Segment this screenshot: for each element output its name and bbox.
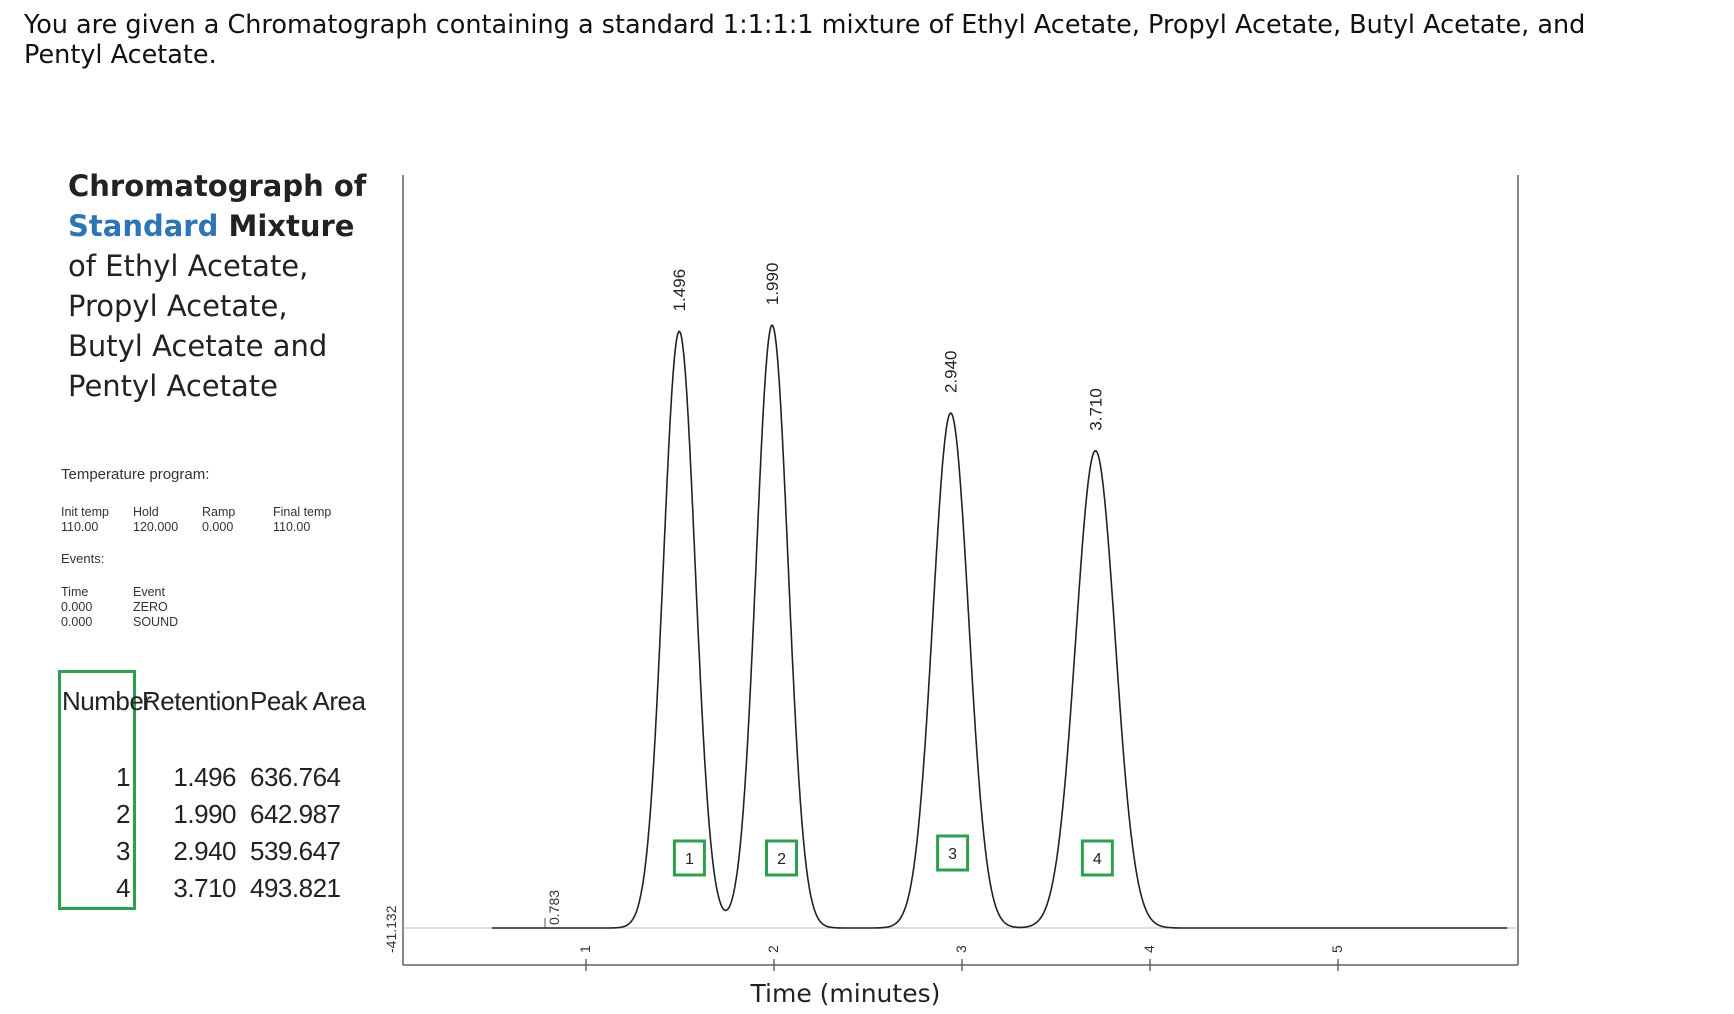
table-header-area: Peak Area — [250, 686, 366, 716]
heading-standard: Standard — [68, 209, 219, 243]
peak-label-3: 2.940 — [942, 350, 961, 393]
x-tick-label-2: 2 — [765, 945, 781, 953]
peak-box-label-2: 2 — [777, 851, 786, 868]
table-row-4-number: 4 — [116, 873, 130, 903]
x-tick-label-1: 1 — [577, 945, 593, 953]
tp-final-temp: Final temp 110.00 — [273, 505, 332, 534]
events-time-column: Time 0.000 0.000 — [61, 585, 93, 629]
peak-label-4: 3.710 — [1086, 388, 1105, 431]
peak-box-4 — [1080, 839, 1114, 877]
peak-label-2: 1.990 — [763, 263, 782, 306]
heading-line-4: Propyl Acetate, — [68, 289, 288, 323]
table-header-number: Number — [62, 686, 152, 716]
table-row-3-area: 539.647 — [250, 836, 341, 866]
temperature-program-title: Temperature program: — [61, 466, 210, 483]
table-row-3-number: 3 — [116, 836, 130, 866]
tp-hold: Hold 120.000 — [133, 505, 179, 534]
tp-init-temp: Init temp 110.00 — [61, 505, 109, 534]
table-row-1-area: 636.764 — [250, 762, 341, 792]
peak-label-1: 1.496 — [670, 269, 689, 312]
peak-box-3 — [936, 834, 970, 872]
table-row-2-retention: 1.990 — [173, 799, 236, 829]
x-tick-label-3: 3 — [953, 945, 969, 953]
table-row-1-number: 1 — [116, 762, 130, 792]
heading-mixture: Mixture — [218, 209, 355, 243]
peak-box-2 — [765, 839, 799, 877]
heading-line-5: Butyl Acetate and — [68, 329, 328, 363]
table-row-1-retention: 1.496 — [173, 762, 236, 792]
peak-box-1 — [672, 839, 706, 877]
y-axis-label: -41.132 — [383, 905, 399, 953]
table-row-4-area: 493.821 — [250, 873, 341, 903]
number-column-highlight — [58, 670, 136, 910]
table-row-2-number: 2 — [116, 799, 130, 829]
table-row-2-area: 642.987 — [250, 799, 341, 829]
x-axis-label: Time (minutes) — [750, 979, 941, 1008]
x-tick-label-4: 4 — [1141, 945, 1157, 953]
table-row-3-retention: 2.940 — [173, 836, 236, 866]
heading-line-3: of Ethyl Acetate, — [68, 249, 309, 283]
tp-ramp: Ramp 0.000 — [202, 505, 236, 534]
heading-line-6: Pentyl Acetate — [68, 369, 278, 403]
table-row-4-retention: 3.710 — [173, 873, 236, 903]
start-marker-label: 0.783 — [546, 890, 562, 925]
peak-box-label-3: 3 — [948, 846, 957, 863]
table-header-retention: Retention — [142, 686, 249, 716]
x-tick-label-5: 5 — [1329, 945, 1345, 953]
peak-box-label-4: 4 — [1093, 851, 1102, 868]
chromatogram-trace — [492, 324, 1508, 929]
peak-box-label-1: 1 — [685, 851, 694, 868]
events-event-column: Event ZERO SOUND — [133, 585, 179, 629]
chart-heading: Chromatograph of Standard Mixture of Eth… — [68, 166, 398, 406]
events-title: Events: — [61, 551, 105, 566]
heading-line-1: Chromatograph of — [68, 169, 367, 203]
question-text: You are given a Chromatograph containing… — [24, 10, 1586, 70]
